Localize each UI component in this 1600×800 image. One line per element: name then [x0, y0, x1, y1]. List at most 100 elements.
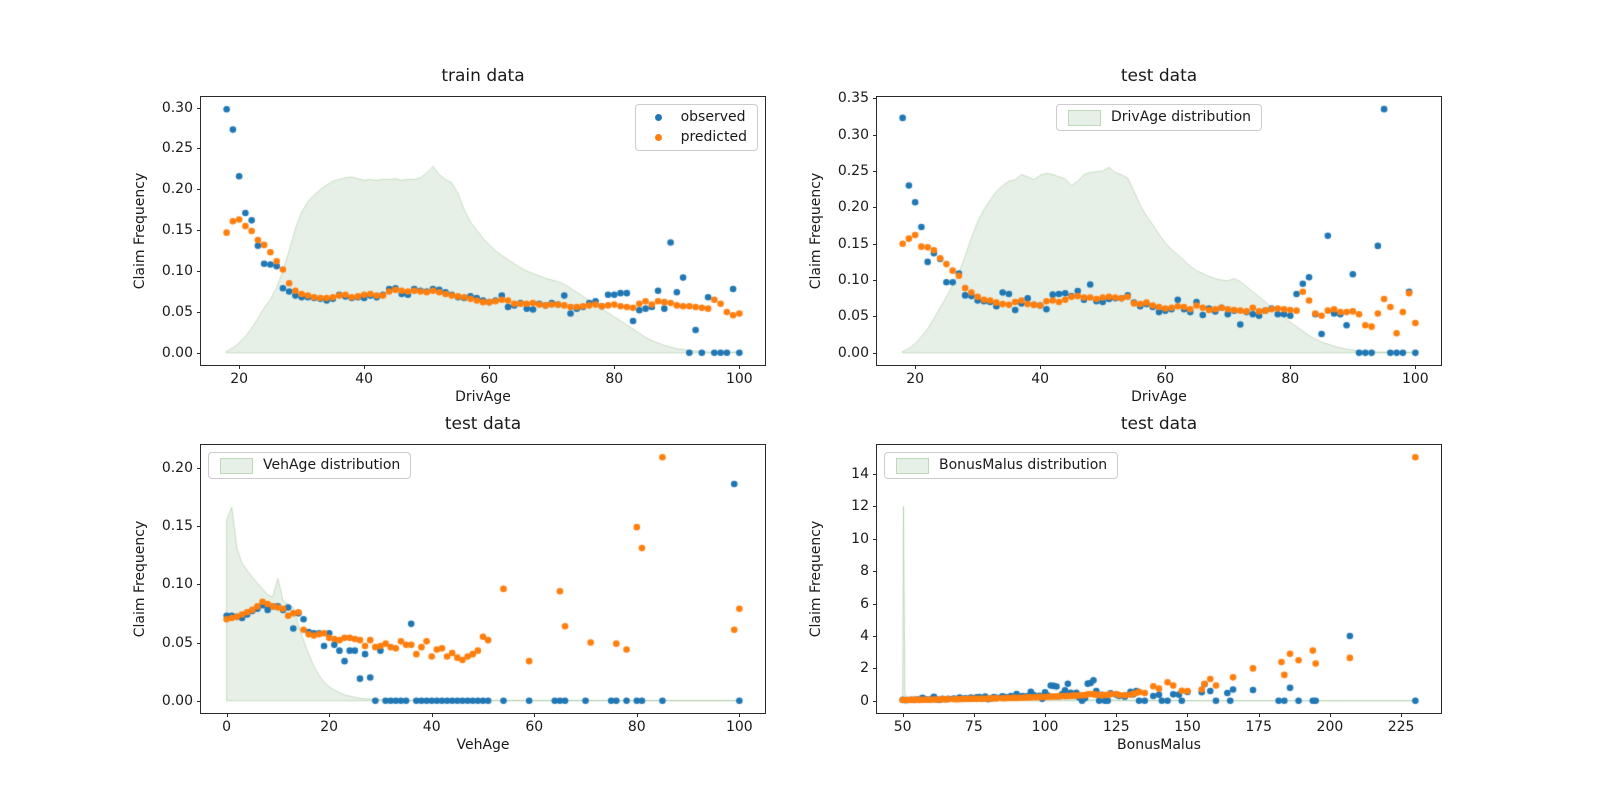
y-tick-mark	[197, 230, 201, 232]
y-tick-label: 0.15	[837, 235, 869, 252]
y-tick-mark	[873, 170, 877, 172]
y-tick-mark	[873, 636, 877, 638]
legend-entry: DrivAge distribution	[1067, 109, 1251, 126]
legend-entry: BonusMalus distribution	[895, 457, 1107, 474]
y-tick-label: 0.05	[837, 308, 869, 325]
chart-title: train data	[441, 66, 525, 86]
y-tick-mark	[873, 571, 877, 573]
x-axis-label: VehAge	[456, 737, 510, 753]
x-tick-mark	[364, 365, 366, 369]
y-tick-label: 6	[860, 595, 869, 612]
y-tick-mark	[873, 352, 877, 354]
y-tick-mark	[197, 271, 201, 273]
x-tick-mark	[739, 713, 741, 717]
y-tick-label: 14	[851, 466, 869, 483]
legend: VehAge distribution	[208, 452, 412, 479]
x-tick-label: 20	[230, 371, 249, 387]
x-tick-mark	[1329, 713, 1331, 717]
x-tick-label: 150	[1174, 719, 1201, 735]
chart-title: test data	[444, 414, 522, 434]
y-tick-label: 0.15	[161, 517, 193, 534]
y-tick-mark	[873, 506, 877, 508]
x-tick-mark	[1165, 365, 1167, 369]
y-tick-label: 0	[860, 692, 869, 709]
x-axis-label: DrivAge	[455, 389, 511, 405]
x-tick-mark	[902, 713, 904, 717]
x-tick-label: 100	[725, 719, 753, 735]
y-tick-mark	[197, 148, 201, 150]
legend-dot-swatch	[654, 114, 662, 121]
x-tick-mark	[1040, 365, 1042, 369]
y-tick-label: 0.10	[161, 263, 193, 280]
y-tick-mark	[873, 603, 877, 605]
x-tick-label: 60	[525, 719, 544, 735]
y-tick-label: 0.10	[837, 272, 869, 289]
y-tick-label: 4	[860, 628, 869, 645]
y-tick-mark	[873, 700, 877, 702]
y-tick-mark	[873, 474, 877, 476]
y-tick-mark	[197, 642, 201, 644]
y-tick-label: 0.20	[161, 459, 193, 476]
x-tick-mark	[534, 713, 536, 717]
legend-entry: predicted	[646, 129, 747, 146]
y-tick-label: 0.25	[161, 140, 193, 157]
y-tick-mark	[197, 584, 201, 586]
y-tick-label: 2	[860, 660, 869, 677]
y-tick-label: 0.20	[837, 199, 869, 216]
subplot-test-drivage: test data Claim Frequency DrivAge 20 40 60…	[808, 66, 1442, 405]
y-tick-label: 0.15	[161, 222, 193, 239]
x-tick-label: 80	[1281, 371, 1300, 387]
x-tick-label: 75	[964, 719, 983, 735]
x-tick-mark	[636, 713, 638, 717]
x-tick-mark	[739, 365, 741, 369]
legend-patch-swatch	[220, 457, 253, 474]
x-tick-label: 100	[725, 371, 753, 387]
x-tick-label: 40	[1031, 371, 1050, 387]
y-tick-mark	[873, 668, 877, 670]
x-tick-mark	[614, 365, 616, 369]
legend-label: observed	[680, 109, 746, 125]
x-tick-mark	[1415, 365, 1417, 369]
x-tick-label: 80	[605, 371, 624, 387]
legend: DrivAge distribution	[1055, 104, 1263, 131]
x-tick-label: 100	[1031, 719, 1059, 735]
legend-label: DrivAge distribution	[1110, 109, 1252, 125]
legend-dot-swatch	[654, 134, 662, 141]
y-tick-mark	[197, 352, 201, 354]
legend: observed predicted	[634, 104, 758, 151]
legend-label: predicted	[680, 129, 747, 145]
x-tick-mark	[1258, 713, 1260, 717]
x-tick-label: 50	[893, 719, 912, 735]
chart-title: test data	[1120, 66, 1198, 86]
y-tick-label: 0.05	[161, 634, 193, 651]
y-tick-label: 0.00	[161, 692, 193, 709]
x-axis-label: DrivAge	[1131, 389, 1187, 405]
legend-entry: VehAge distribution	[219, 457, 400, 474]
y-tick-label: 0.05	[161, 303, 193, 320]
x-tick-label: 80	[627, 719, 646, 735]
subplot-test-vehage: test data Claim Frequency VehAge 0 20 40 60…	[132, 414, 766, 753]
x-tick-mark	[1187, 713, 1189, 717]
x-tick-label: 200	[1316, 719, 1344, 735]
y-tick-label: 0.00	[161, 344, 193, 361]
chart-title: test data	[1120, 414, 1198, 434]
subplot-test-bonusmalus: test data Claim Frequency BonusMalus 50 7…	[808, 414, 1442, 753]
y-tick-mark	[197, 311, 201, 313]
y-axis-label: Claim Frequency	[132, 172, 148, 290]
y-tick-mark	[873, 207, 877, 209]
subplot-train-drivage: train data Claim Frequency DrivAge 20 40 6…	[132, 66, 766, 405]
y-tick-mark	[197, 525, 201, 527]
y-axis-label: Claim Frequency	[808, 172, 824, 290]
x-tick-mark	[973, 713, 975, 717]
y-tick-label: 0.20	[161, 181, 193, 198]
x-tick-label: 0	[222, 719, 232, 735]
y-tick-label: 8	[860, 563, 869, 580]
x-tick-mark	[1290, 365, 1292, 369]
x-tick-label: 225	[1387, 719, 1415, 735]
y-axis-label: Claim Frequency	[808, 520, 824, 638]
y-tick-mark	[197, 467, 201, 469]
y-tick-mark	[197, 189, 201, 191]
y-tick-label: 0.35	[837, 90, 869, 107]
y-tick-mark	[197, 700, 201, 702]
x-tick-mark	[329, 713, 331, 717]
